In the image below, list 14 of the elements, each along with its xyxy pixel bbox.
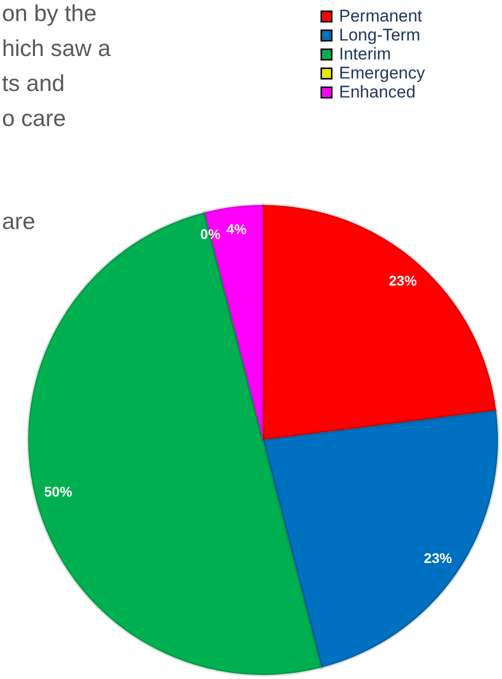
- data-label: 4%: [226, 221, 248, 238]
- data-label: 50%: [44, 484, 73, 500]
- data-label: 23%: [388, 272, 418, 288]
- legend-label: Long-Term: [339, 26, 420, 44]
- legend-label: Enhanced: [339, 82, 416, 102]
- text: are: [2, 208, 36, 234]
- legend-label: Permanent: [339, 6, 422, 26]
- data-label: 23%: [424, 550, 452, 566]
- text: hich saw a: [2, 35, 111, 61]
- text: on by the: [2, 0, 97, 26]
- text: ts and: [2, 70, 65, 96]
- legend-label: Interim: [339, 44, 391, 64]
- legend-label: Emergency: [339, 64, 426, 82]
- text: o care: [2, 105, 66, 131]
